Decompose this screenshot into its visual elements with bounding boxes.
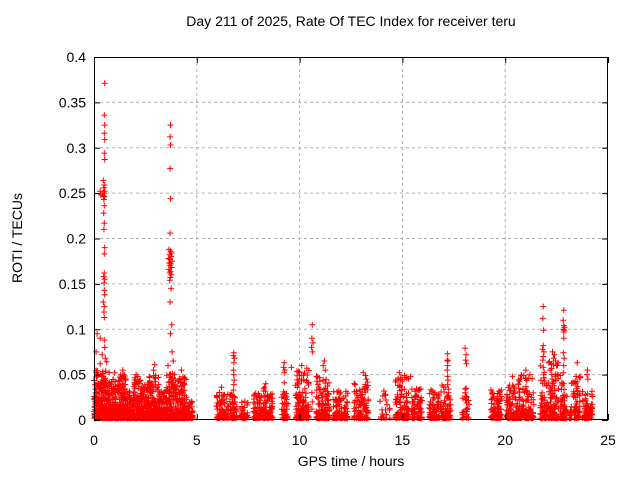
y-tick-label: 0.3 bbox=[67, 140, 87, 156]
scatter-points bbox=[91, 80, 596, 422]
x-axis-label: GPS time / hours bbox=[297, 453, 405, 469]
x-tick-label: 15 bbox=[395, 432, 411, 448]
x-tick-label: 0 bbox=[90, 432, 98, 448]
x-tick-label: 25 bbox=[600, 432, 616, 448]
y-tick-label: 0.05 bbox=[59, 367, 86, 383]
y-tick-label: 0.4 bbox=[67, 49, 87, 65]
chart-title: Day 211 of 2025, Rate Of TEC Index for r… bbox=[186, 13, 516, 29]
x-tick-label: 10 bbox=[292, 432, 308, 448]
y-tick-label: 0 bbox=[78, 412, 86, 428]
y-tick-label: 0.15 bbox=[59, 276, 86, 292]
x-tick-label: 5 bbox=[193, 432, 201, 448]
x-tick-label: 20 bbox=[497, 432, 513, 448]
y-tick-label: 0.25 bbox=[59, 185, 86, 201]
y-tick-label: 0.35 bbox=[59, 94, 86, 110]
y-tick-label: 0.2 bbox=[67, 231, 87, 247]
y-tick-label: 0.1 bbox=[67, 321, 87, 337]
plot-border bbox=[94, 57, 608, 420]
